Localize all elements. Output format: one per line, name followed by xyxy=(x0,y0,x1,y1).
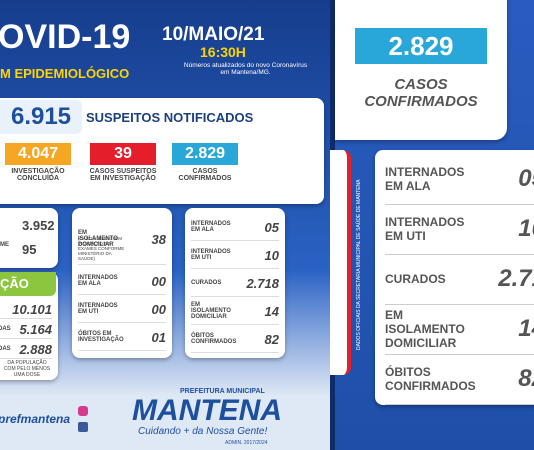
date: 10/MAIO/21 xyxy=(162,24,265,45)
confirmed-total-card: 2.829 CASOS CONFIRMADOS xyxy=(335,0,507,140)
subtitle: M EPIDEMIOLÓGICO xyxy=(0,66,130,81)
suspects-value: 6.915 xyxy=(0,100,82,134)
vaccination-row: 10.101 xyxy=(0,300,52,319)
label: INTERNADOS EM ALA xyxy=(385,165,465,193)
value: 00 xyxy=(151,273,166,289)
bulletin: OVID-19 M EPIDEMIOLÓGICO 10/MAIO/21 16:3… xyxy=(0,0,330,450)
prefeitura: PREFEITURA MUNICIPAL xyxy=(180,388,265,395)
label: DAS xyxy=(0,326,11,332)
label: INTERNADOS EM ALA xyxy=(191,221,231,233)
investigation-row: INTERNADOS EM UTI 00 xyxy=(78,296,166,323)
value: 10 xyxy=(518,215,534,242)
label: INTERNADOS EM ALA xyxy=(78,275,118,287)
summary-label: CASOS SUSPEITOS EM INVESTIGAÇÃO xyxy=(89,168,157,182)
vaccination-note: DA POPULAÇÃO COM PELO MENOS UMA DOSE xyxy=(3,360,51,378)
label: EM ISOLAMENTO DOMICILIAR xyxy=(191,302,231,320)
value: 05 xyxy=(518,165,534,192)
red-card-edge xyxy=(330,150,351,375)
label: ÓBITOS CONFIRMADOS xyxy=(191,333,237,345)
handle: prefmantena xyxy=(0,412,71,426)
breakdown-row: EM ISOLAMENTO DOMICILIAR 14 xyxy=(385,304,534,355)
value: 01 xyxy=(151,329,166,345)
summary-value: 2.829 xyxy=(172,143,238,165)
investigation-row: ÓBITOS EM INVESTIGAÇÃO 01 xyxy=(78,324,166,351)
breakdown-row: ÓBITOS CONFIRMADOS 82 xyxy=(385,354,534,405)
slogan: Cuidando + da Nossa Gente! xyxy=(138,426,268,437)
vaccination-row: DAS 2.888 xyxy=(0,340,52,359)
value: 10 xyxy=(264,247,279,263)
label: DAS xyxy=(0,346,11,352)
label: CURADOS xyxy=(191,280,222,286)
value: 2.888 xyxy=(19,341,52,357)
suspects-label: SUSPEITOS NOTIFICADOS xyxy=(86,110,254,125)
label: ÓBITOS CONFIRMADOS xyxy=(385,365,476,393)
label: CURADOS xyxy=(385,272,446,286)
time: 16:30H xyxy=(200,44,246,60)
confirmed-row: ÓBITOS CONFIRMADOS 82 xyxy=(191,326,279,353)
note: Números atualizados do novo Coronavírus … xyxy=(183,62,308,76)
summary-label: INVESTIGAÇÃO CONCLUÍDA xyxy=(11,168,65,182)
value: 95 xyxy=(22,242,37,257)
vaccination-card: ÇÃO 10.101 DAS 5.164 DAS 2.888 DA POPULAÇÃO … xyxy=(0,272,58,380)
vaccination-row: DAS 5.164 xyxy=(0,320,52,339)
partial-card: 3.952 ME 95 xyxy=(0,208,58,268)
summary-value: 4.047 xyxy=(5,143,71,165)
investigation-row: EM ISOLAMENTO DOMICILIAR (CASOS LEVES SEM… xyxy=(78,214,166,265)
label: INTERNADOS EM UTI xyxy=(191,249,231,261)
confirmed-value: 2.829 xyxy=(355,28,487,64)
zoom-panel: 2.829 CASOS CONFIRMADOS DADOS OFICIAIS D… xyxy=(330,0,534,450)
city: MANTENA xyxy=(132,394,282,427)
confirmed-row: EM ISOLAMENTO DOMICILIAR 14 xyxy=(191,298,279,325)
confirmed-row: INTERNADOS EM ALA 05 xyxy=(191,214,279,241)
confirmed-row: CURADOS 2.718 xyxy=(191,270,279,297)
confirmed-breakdown-card: INTERNADOS EM ALA 05 INTERNADOS EM UTI 10 CU… xyxy=(375,150,534,405)
breakdown-row: CURADOS 2.71 xyxy=(385,254,534,305)
value: 10.101 xyxy=(12,301,52,317)
facebook-icon xyxy=(78,422,88,432)
label: INTERNADOS EM UTI xyxy=(78,303,118,315)
value: 38 xyxy=(151,231,166,247)
instagram-icon xyxy=(78,406,88,416)
value: 14 xyxy=(264,303,279,319)
value: 2.718 xyxy=(246,275,279,291)
investigation-row: INTERNADOS EM ALA 00 xyxy=(78,268,166,295)
value: 2.71 xyxy=(498,265,534,292)
label: EM ISOLAMENTO DOMICILIAR xyxy=(385,308,465,350)
breakdown-row: INTERNADOS EM UTI 10 xyxy=(385,204,534,255)
confirmed-card: INTERNADOS EM ALA 05 INTERNADOS EM UTI 10 CU… xyxy=(185,208,285,358)
admin: ADMIN. 2017/2024 xyxy=(225,440,268,446)
label: EM ISOLAMENTO DOMICILIAR xyxy=(78,230,118,248)
breakdown-row: INTERNADOS EM ALA 05 xyxy=(385,154,534,205)
value: 5.164 xyxy=(19,321,52,337)
value: 82 xyxy=(264,331,279,347)
label: ÓBITOS EM INVESTIGAÇÃO xyxy=(78,331,124,343)
value: 14 xyxy=(518,315,534,342)
value: 05 xyxy=(264,219,279,235)
summary-label: CASOS CONFIRMADOS xyxy=(178,168,232,182)
sublabel: (CASOS LEVES SEM INDICAÇÃO DE EXAMES CON… xyxy=(78,236,125,261)
value: 00 xyxy=(151,301,166,317)
confirmed-label: CASOS CONFIRMADOS xyxy=(364,76,478,110)
value: 3.952 xyxy=(22,218,55,233)
label: ME xyxy=(0,242,9,248)
vaccination-title: ÇÃO xyxy=(0,272,56,296)
value: 82 xyxy=(518,365,534,392)
confirmed-row: INTERNADOS EM UTI 10 xyxy=(191,242,279,269)
title: OVID-19 xyxy=(0,18,131,56)
summary-value: 39 xyxy=(90,143,156,165)
label: INTERNADOS EM UTI xyxy=(385,215,465,243)
source: DADOS OFICIAIS DA SECRETARIA MUNICIPAL D… xyxy=(356,179,362,351)
investigation-card: EM ISOLAMENTO DOMICILIAR (CASOS LEVES SEM… xyxy=(72,208,172,358)
